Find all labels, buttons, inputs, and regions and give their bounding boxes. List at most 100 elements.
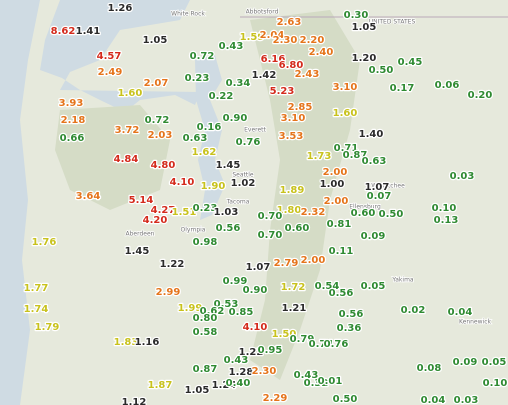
precip-reading: 0.50 <box>333 394 358 405</box>
precip-reading: 3.10 <box>281 113 306 124</box>
precip-reading: 1.16 <box>135 337 160 348</box>
precip-reading: 2.99 <box>156 287 181 298</box>
place-label: Ellensburg <box>349 204 381 211</box>
precip-reading: 0.08 <box>417 363 442 374</box>
precip-reading: 1.28 <box>229 367 254 378</box>
precip-reading: 1.99 <box>178 303 203 314</box>
precip-reading: 2.04 <box>260 30 285 41</box>
precip-reading: 0.50 <box>369 65 394 76</box>
precip-reading: 0.04 <box>448 307 473 318</box>
precip-reading: 0.32 <box>304 378 329 389</box>
precip-reading: 0.70 <box>258 230 283 241</box>
precip-reading: 0.62 <box>200 306 225 317</box>
precip-reading: 0.79 <box>290 334 315 345</box>
precip-reading: 1.41 <box>76 26 101 37</box>
precip-reading: 1.90 <box>201 181 226 192</box>
precip-reading: 0.43 <box>224 355 249 366</box>
precip-reading: 1.05 <box>185 385 210 396</box>
precip-reading: 0.87 <box>343 150 368 161</box>
precip-reading: 2.63 <box>277 17 302 28</box>
precip-reading: 0.11 <box>329 246 354 257</box>
precip-reading: 0.72 <box>145 115 170 126</box>
precip-reading: 0.76 <box>324 339 349 350</box>
precip-reading: 2.00 <box>323 167 348 178</box>
precip-reading: 1.03 <box>214 207 239 218</box>
precip-reading: 5.14 <box>129 195 154 206</box>
precip-reading: 2.49 <box>98 67 123 78</box>
place-label: Abbotsford <box>246 9 279 16</box>
precip-reading: 4.80 <box>151 160 176 171</box>
precip-reading: 0.80 <box>193 313 218 324</box>
precip-reading: 1.07 <box>246 262 271 273</box>
precip-reading: 0.23 <box>193 203 218 214</box>
precip-reading: 2.79 <box>274 258 299 269</box>
precip-reading: 0.10 <box>432 203 457 214</box>
precip-reading: 0.03 <box>450 171 475 182</box>
precip-reading: 1.42 <box>252 70 277 81</box>
precip-reading: 4.57 <box>97 51 122 62</box>
precip-reading: 2.07 <box>144 78 169 89</box>
precip-reading: 0.98 <box>193 237 218 248</box>
precip-reading: 2.00 <box>301 255 326 266</box>
precip-reading: 0.95 <box>258 345 283 356</box>
precip-reading: 3.72 <box>115 125 140 136</box>
precip-reading: 1.26 <box>108 3 133 14</box>
precip-reading: 1.60 <box>333 108 358 119</box>
precip-reading: 1.59 <box>240 32 265 43</box>
precip-reading: 0.03 <box>454 395 479 405</box>
precip-reading: 0.20 <box>468 90 493 101</box>
precip-reading: 0.54 <box>315 281 340 292</box>
precip-reading: 3.64 <box>76 191 101 202</box>
precip-reading: 8.62 <box>51 26 76 37</box>
precip-reading: 1.72 <box>281 282 306 293</box>
precip-reading: 0.76 <box>236 137 261 148</box>
precip-reading: 0.60 <box>351 208 376 219</box>
olympic-mountains <box>55 105 170 210</box>
precip-reading: 0.56 <box>216 223 241 234</box>
precip-reading: 1.40 <box>359 129 384 140</box>
precip-reading: 0.85 <box>229 307 254 318</box>
precip-reading: 0.16 <box>197 122 222 133</box>
place-label: Yakima <box>391 277 414 284</box>
precip-reading: 1.05 <box>143 35 168 46</box>
precip-reading: 0.50 <box>379 209 404 220</box>
precip-reading: 1.77 <box>24 283 49 294</box>
precip-reading: 1.87 <box>148 380 173 391</box>
precip-reading: 5.23 <box>270 86 295 97</box>
place-label: Tacoma <box>226 199 250 206</box>
precip-reading: 0.71 <box>334 143 359 154</box>
precip-reading: 0.58 <box>193 327 218 338</box>
ocean <box>0 0 40 405</box>
precip-reading: 1.45 <box>216 160 241 171</box>
precip-reading: 0.09 <box>361 231 386 242</box>
precip-reading: 0.63 <box>362 156 387 167</box>
precip-reading: 0.81 <box>327 219 352 230</box>
precip-reading: 2.85 <box>288 102 313 113</box>
precip-reading: 1.51 <box>172 207 197 218</box>
place-label: Everett <box>244 127 266 134</box>
precip-reading: 1.60 <box>118 88 143 99</box>
precip-reading: 4.27 <box>151 205 176 216</box>
precip-reading: 0.66 <box>60 133 85 144</box>
precip-reading: 1.22 <box>160 259 185 270</box>
precip-reading: 1.62 <box>192 147 217 158</box>
precip-reading: 2.20 <box>300 35 325 46</box>
precip-reading: 0.05 <box>361 281 386 292</box>
precip-reading: 1.80 <box>277 205 302 216</box>
precip-reading: 1.73 <box>307 151 332 162</box>
precip-reading: 1.20 <box>352 53 377 64</box>
precip-reading: 2.30 <box>252 366 277 377</box>
precip-reading: 1.24 <box>212 380 237 391</box>
precip-reading: 0.13 <box>434 215 459 226</box>
precip-reading: 1.07 <box>365 182 390 193</box>
precip-reading: 0.10 <box>483 378 508 389</box>
place-label: Olympia <box>181 227 206 234</box>
precip-reading: 2.32 <box>301 207 326 218</box>
precip-reading: 2.18 <box>61 115 86 126</box>
precip-reading: 4.10 <box>170 177 195 188</box>
place-label: White Rock <box>171 11 205 18</box>
precip-reading: 1.02 <box>231 178 256 189</box>
precip-reading: 1.74 <box>24 304 49 315</box>
precip-reading: 0.72 <box>190 51 215 62</box>
